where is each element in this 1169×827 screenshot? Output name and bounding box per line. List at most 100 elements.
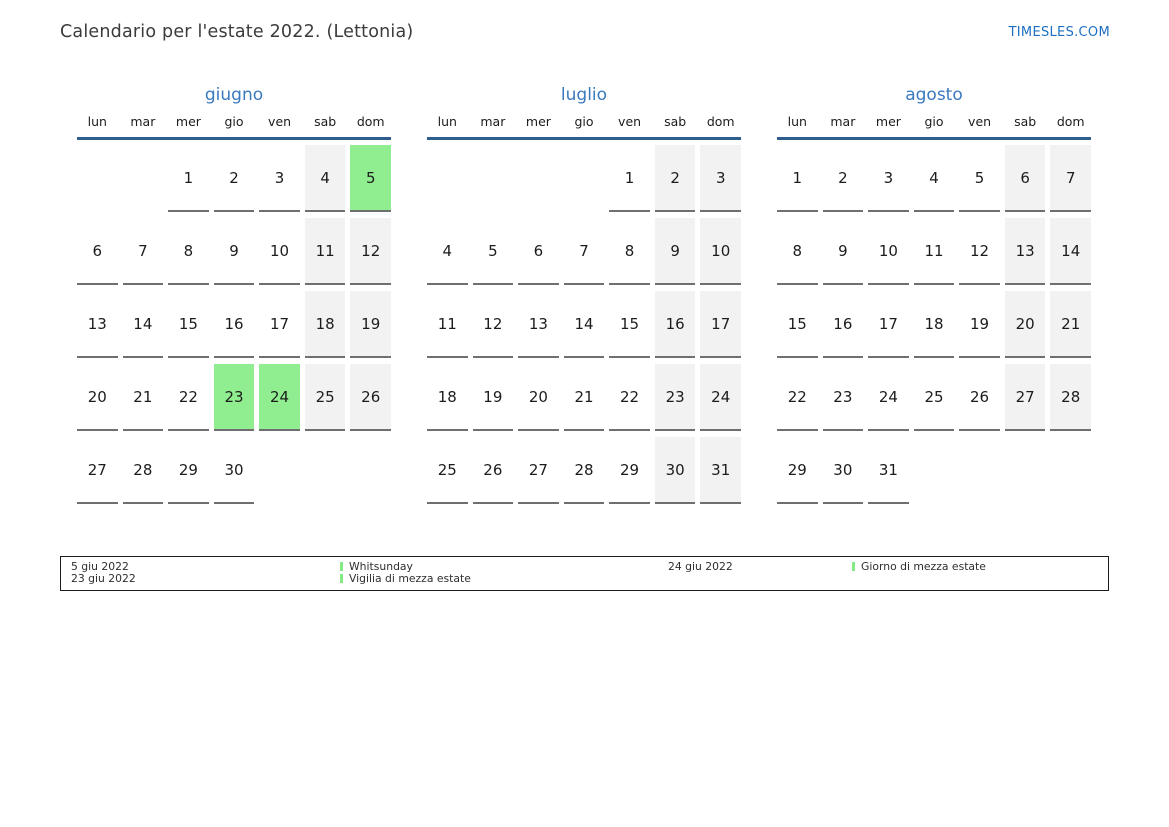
day-cell-giugno-4: 4: [304, 145, 346, 212]
weekday-label-ven: ven: [618, 114, 642, 129]
weekday-header-row: lun mar mer gio ven sab dom: [427, 114, 741, 140]
day-cell-giugno-25: 25: [304, 364, 346, 431]
day-cell-agosto-27: 27: [1004, 364, 1046, 431]
brand-link[interactable]: TIMESLES.COM: [1008, 25, 1110, 40]
weekday-label-mar: mar: [480, 114, 506, 129]
day-cell-giugno-28: 28: [122, 437, 164, 504]
weekday-label-dom: dom: [1056, 114, 1085, 129]
day-cell-luglio-2: 2: [654, 145, 696, 212]
day-cell-agosto-17: 17: [868, 291, 909, 358]
day-cell-luglio-3: 3: [700, 145, 741, 212]
day-cell-agosto-16: 16: [822, 291, 864, 358]
day-cell-empty: [564, 145, 605, 212]
day-cell-luglio-14: 14: [563, 291, 605, 358]
legend-date: 5 giu 2022: [71, 560, 129, 573]
day-cell-luglio-31: 31: [700, 437, 741, 504]
weekday-header-row: lun mar mer gio ven sab dom: [77, 114, 391, 140]
day-cell-empty: [77, 145, 118, 212]
day-cell-giugno-13: 13: [77, 291, 118, 358]
day-cell-agosto-21: 21: [1050, 291, 1091, 358]
weekday-label-ven: ven: [968, 114, 992, 129]
day-cell-agosto-14: 14: [1050, 218, 1091, 285]
day-cell-luglio-29: 29: [609, 437, 650, 504]
day-cell-luglio-13: 13: [518, 291, 559, 358]
day-cell-giugno-19: 19: [350, 291, 391, 358]
day-cell-agosto-22: 22: [777, 364, 818, 431]
weekday-label-dom: dom: [706, 114, 735, 129]
day-cell-luglio-1: 1: [609, 145, 650, 212]
day-cell-empty: [123, 145, 164, 212]
day-cell-giugno-12: 12: [350, 218, 391, 285]
day-grid: 1 2 3 4 5 6 7 8 9 10 11 12 13 14 15 16 17 18 19 20 21 22 23 24 2…: [777, 145, 1091, 504]
day-cell-agosto-19: 19: [959, 291, 1000, 358]
day-cell-agosto-25: 25: [913, 364, 955, 431]
day-cell-luglio-25: 25: [427, 437, 468, 504]
day-cell-giugno-7: 7: [122, 218, 164, 285]
day-cell-giugno-20: 20: [77, 364, 118, 431]
day-cell-empty: [1050, 437, 1091, 504]
day-cell-agosto-28: 28: [1050, 364, 1091, 431]
legend-entry: Whitsunday: [340, 561, 471, 573]
weekday-label-mar: mar: [130, 114, 156, 129]
day-cell-empty: [350, 437, 391, 504]
day-cell-giugno-27: 27: [77, 437, 118, 504]
weekday-label-sab: sab: [664, 114, 687, 129]
month-title: agosto: [905, 85, 963, 105]
day-cell-agosto-2: 2: [822, 145, 864, 212]
day-cell-agosto-18: 18: [913, 291, 955, 358]
day-cell-luglio-7: 7: [563, 218, 605, 285]
day-cell-luglio-20: 20: [518, 364, 559, 431]
day-cell-giugno-23: 23: [213, 364, 255, 431]
day-cell-agosto-3: 3: [868, 145, 909, 212]
day-cell-luglio-11: 11: [427, 291, 468, 358]
months-row: giugno lun mar mer gio ven sab dom 1 2 3 4 5 6 7 8 9 10 11…: [77, 84, 1091, 504]
day-cell-agosto-9: 9: [822, 218, 864, 285]
day-cell-empty: [959, 437, 1000, 504]
day-cell-giugno-1: 1: [168, 145, 209, 212]
day-cell-agosto-7: 7: [1050, 145, 1091, 212]
day-cell-giugno-21: 21: [122, 364, 164, 431]
day-cell-agosto-6: 6: [1004, 145, 1046, 212]
weekday-label-mar: mar: [830, 114, 856, 129]
month-calendar-luglio: luglio lun mar mer gio ven sab dom 1 2 3 4 5 6 7 8 9 10 11…: [427, 84, 741, 504]
page-title: Calendario per l'estate 2022. (Lettonia): [60, 22, 414, 42]
day-cell-empty: [914, 437, 955, 504]
weekday-label-gio: gio: [224, 114, 244, 129]
day-cell-luglio-5: 5: [472, 218, 514, 285]
day-cell-agosto-5: 5: [959, 145, 1000, 212]
day-cell-giugno-24: 24: [259, 364, 300, 431]
weekday-label-lun: lun: [787, 114, 807, 129]
day-cell-agosto-26: 26: [959, 364, 1000, 431]
day-cell-giugno-18: 18: [304, 291, 346, 358]
day-cell-giugno-17: 17: [259, 291, 300, 358]
day-cell-luglio-15: 15: [609, 291, 650, 358]
month-calendar-agosto: agosto lun mar mer gio ven sab dom 1 2 3 4 5 6 7 8 9 10 11…: [777, 84, 1091, 504]
weekday-label-mer: mer: [875, 114, 901, 129]
day-cell-luglio-27: 27: [518, 437, 559, 504]
day-cell-giugno-29: 29: [168, 437, 209, 504]
day-cell-agosto-30: 30: [822, 437, 864, 504]
day-cell-giugno-8: 8: [168, 218, 209, 285]
day-cell-agosto-23: 23: [822, 364, 864, 431]
day-cell-luglio-10: 10: [700, 218, 741, 285]
day-cell-giugno-30: 30: [213, 437, 255, 504]
day-cell-luglio-23: 23: [654, 364, 696, 431]
day-cell-giugno-9: 9: [213, 218, 255, 285]
day-cell-luglio-26: 26: [472, 437, 514, 504]
legend-entry-label: Whitsunday: [349, 560, 413, 573]
weekday-label-lun: lun: [437, 114, 457, 129]
day-cell-agosto-24: 24: [868, 364, 909, 431]
day-cell-agosto-29: 29: [777, 437, 818, 504]
day-cell-agosto-31: 31: [868, 437, 909, 504]
day-cell-luglio-8: 8: [609, 218, 650, 285]
holiday-marker-icon: [340, 562, 343, 571]
day-cell-agosto-10: 10: [868, 218, 909, 285]
day-cell-luglio-9: 9: [654, 218, 696, 285]
day-cell-luglio-12: 12: [472, 291, 514, 358]
day-grid: 1 2 3 4 5 6 7 8 9 10 11 12 13 14 15 16 17 18 19 20 21 22 23 24 2…: [77, 145, 391, 504]
legend-labels-column: Giorno di mezza estate: [852, 561, 986, 573]
day-cell-luglio-24: 24: [700, 364, 741, 431]
day-cell-giugno-6: 6: [77, 218, 118, 285]
day-cell-luglio-28: 28: [563, 437, 605, 504]
day-cell-giugno-14: 14: [122, 291, 164, 358]
